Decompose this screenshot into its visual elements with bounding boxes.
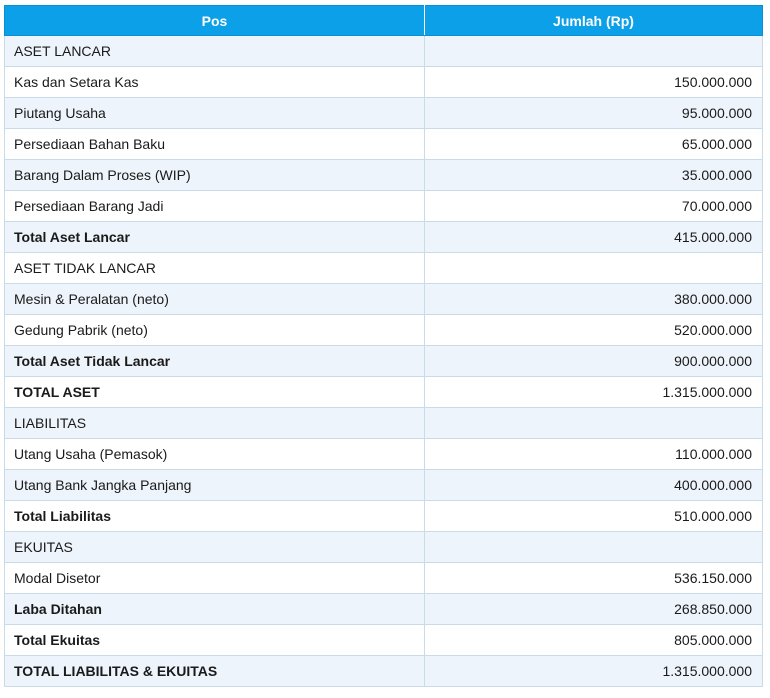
row-value: 510.000.000 (424, 500, 763, 532)
row-value: 536.150.000 (424, 562, 763, 594)
table-row: Utang Usaha (Pemasok) 110.000.000 (4, 438, 763, 470)
row-value: 70.000.000 (424, 190, 763, 222)
row-value: 35.000.000 (424, 159, 763, 191)
row-value (424, 35, 763, 67)
row-label: ASET LANCAR (4, 35, 425, 67)
row-label: Utang Usaha (Pemasok) (4, 438, 425, 470)
row-value: 110.000.000 (424, 438, 763, 470)
row-label: Total Liabilitas (4, 500, 425, 532)
table-row: Mesin & Peralatan (neto) 380.000.000 (4, 283, 763, 315)
table-row: Total Aset Lancar 415.000.000 (4, 221, 763, 253)
row-label: Kas dan Setara Kas (4, 66, 425, 98)
table-row: LIABILITAS (4, 407, 763, 439)
row-label: Total Aset Tidak Lancar (4, 345, 425, 377)
row-label: Mesin & Peralatan (neto) (4, 283, 425, 315)
row-label: Modal Disetor (4, 562, 425, 594)
row-label: Persediaan Barang Jadi (4, 190, 425, 222)
row-label: TOTAL LIABILITAS & EKUITAS (4, 655, 425, 687)
table-row: Piutang Usaha 95.000.000 (4, 97, 763, 129)
table-row: Total Ekuitas 805.000.000 (4, 624, 763, 656)
row-value: 268.850.000 (424, 593, 763, 625)
table-header-row: Pos Jumlah (Rp) (4, 5, 763, 36)
row-label: Total Ekuitas (4, 624, 425, 656)
row-value: 400.000.000 (424, 469, 763, 501)
row-value: 520.000.000 (424, 314, 763, 346)
row-label: Total Aset Lancar (4, 221, 425, 253)
row-label: Utang Bank Jangka Panjang (4, 469, 425, 501)
row-label: Barang Dalam Proses (WIP) (4, 159, 425, 191)
row-label: Laba Ditahan (4, 593, 425, 625)
table-row: ASET TIDAK LANCAR (4, 252, 763, 284)
row-value: 1.315.000.000 (424, 376, 763, 408)
table-body: ASET LANCAR Kas dan Setara Kas 150.000.000… (4, 35, 763, 687)
table-row: Gedung Pabrik (neto) 520.000.000 (4, 314, 763, 346)
row-label: Gedung Pabrik (neto) (4, 314, 425, 346)
header-jumlah: Jumlah (Rp) (424, 5, 763, 36)
header-pos: Pos (4, 5, 425, 36)
row-value (424, 407, 763, 439)
table-row: Persediaan Barang Jadi 70.000.000 (4, 190, 763, 222)
table-row: Barang Dalam Proses (WIP) 35.000.000 (4, 159, 763, 191)
row-value (424, 252, 763, 284)
row-value: 900.000.000 (424, 345, 763, 377)
row-label: LIABILITAS (4, 407, 425, 439)
table-row: Total Aset Tidak Lancar 900.000.000 (4, 345, 763, 377)
row-label: EKUITAS (4, 531, 425, 563)
row-value: 95.000.000 (424, 97, 763, 129)
balance-sheet-table: Pos Jumlah (Rp) ASET LANCAR Kas dan Setar… (4, 5, 763, 687)
table-row: Modal Disetor 536.150.000 (4, 562, 763, 594)
row-value: 1.315.000.000 (424, 655, 763, 687)
row-value: 380.000.000 (424, 283, 763, 315)
table-row: Total Liabilitas 510.000.000 (4, 500, 763, 532)
row-label: Persediaan Bahan Baku (4, 128, 425, 160)
table-row: Persediaan Bahan Baku 65.000.000 (4, 128, 763, 160)
row-label: TOTAL ASET (4, 376, 425, 408)
row-label: ASET TIDAK LANCAR (4, 252, 425, 284)
table-row: TOTAL LIABILITAS & EKUITAS 1.315.000.000 (4, 655, 763, 687)
table-row: Utang Bank Jangka Panjang 400.000.000 (4, 469, 763, 501)
table-row: Kas dan Setara Kas 150.000.000 (4, 66, 763, 98)
table-row: Laba Ditahan 268.850.000 (4, 593, 763, 625)
row-value (424, 531, 763, 563)
row-value: 415.000.000 (424, 221, 763, 253)
table-row: EKUITAS (4, 531, 763, 563)
table-row: ASET LANCAR (4, 35, 763, 67)
row-value: 150.000.000 (424, 66, 763, 98)
row-label: Piutang Usaha (4, 97, 425, 129)
row-value: 805.000.000 (424, 624, 763, 656)
balance-sheet-container: Pos Jumlah (Rp) ASET LANCAR Kas dan Setar… (4, 5, 763, 687)
table-row: TOTAL ASET 1.315.000.000 (4, 376, 763, 408)
row-value: 65.000.000 (424, 128, 763, 160)
